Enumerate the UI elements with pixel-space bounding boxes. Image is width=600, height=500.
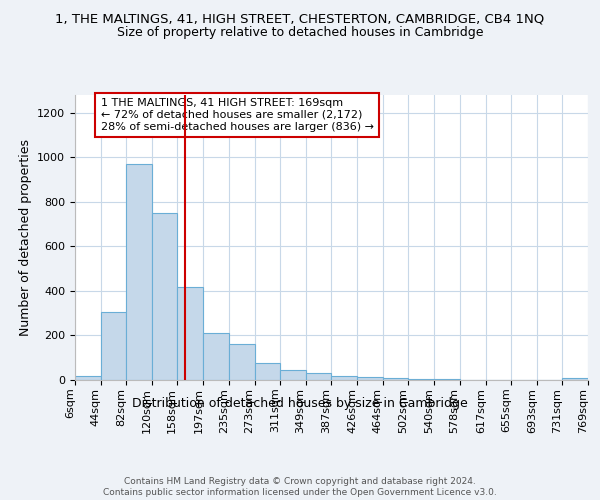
Bar: [254, 364, 280, 380]
Bar: [177, 287, 203, 380]
Bar: [562, 378, 588, 380]
Bar: [152, 214, 177, 380]
Bar: [383, 378, 409, 380]
Text: 1, THE MALTINGS, 41, HIGH STREET, CHESTERTON, CAMBRIDGE, CB4 1NQ: 1, THE MALTINGS, 41, HIGH STREET, CHESTE…: [55, 12, 545, 26]
Text: Distribution of detached houses by size in Cambridge: Distribution of detached houses by size …: [132, 398, 468, 410]
Text: 1 THE MALTINGS, 41 HIGH STREET: 169sqm
← 72% of detached houses are smaller (2,1: 1 THE MALTINGS, 41 HIGH STREET: 169sqm ←…: [101, 98, 374, 132]
Bar: [305, 374, 331, 380]
Bar: [229, 344, 254, 380]
Bar: [358, 376, 383, 380]
Text: Size of property relative to detached houses in Cambridge: Size of property relative to detached ho…: [117, 26, 483, 39]
Y-axis label: Number of detached properties: Number of detached properties: [19, 139, 32, 336]
Bar: [409, 379, 434, 380]
Bar: [280, 370, 305, 380]
Bar: [331, 376, 358, 380]
Bar: [101, 312, 126, 380]
Bar: [75, 376, 101, 380]
Bar: [203, 333, 229, 380]
Text: Contains HM Land Registry data © Crown copyright and database right 2024.
Contai: Contains HM Land Registry data © Crown c…: [103, 478, 497, 497]
Bar: [126, 164, 152, 380]
